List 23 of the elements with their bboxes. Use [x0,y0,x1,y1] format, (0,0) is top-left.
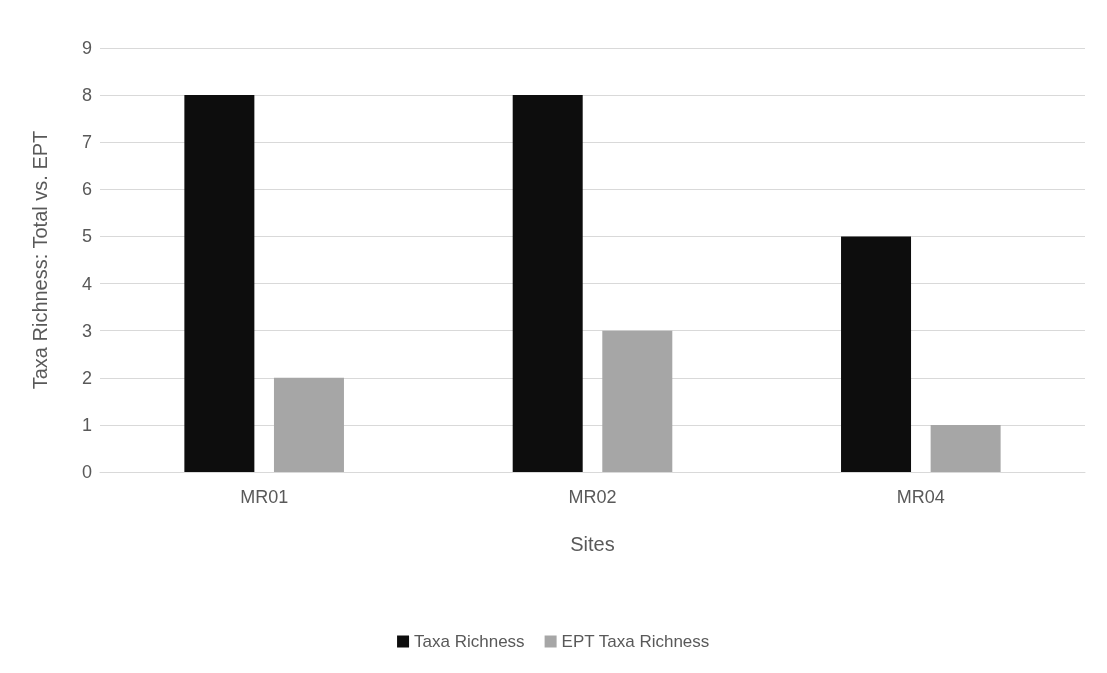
y-tick-label: 1 [81,414,92,435]
y-tick-label: 5 [81,226,92,247]
x-tick-label: MR04 [896,487,945,507]
y-tick-label: 9 [81,38,92,58]
x-axis-title: Sites [570,533,615,555]
bar [930,424,1001,472]
y-tick-label: 3 [81,320,92,341]
legend-label: EPT Taxa Richness [561,632,710,651]
bar [184,95,255,472]
x-tick-label: MR01 [240,487,289,507]
y-tick-label: 7 [81,132,92,153]
bar [512,95,583,472]
y-tick-label: 6 [81,179,92,200]
x-tick-label: MR02 [568,487,617,507]
y-axis-title: Taxa Richness: Total vs. EPT [29,130,51,390]
y-tick-label: 4 [81,273,92,294]
y-tick-label: 0 [81,462,92,482]
bar [602,330,673,472]
legend-label: Taxa Richness [414,632,525,651]
y-tick-label: 8 [81,85,92,106]
bar [841,236,912,472]
y-tick-label: 2 [81,367,92,388]
bar [273,377,344,472]
